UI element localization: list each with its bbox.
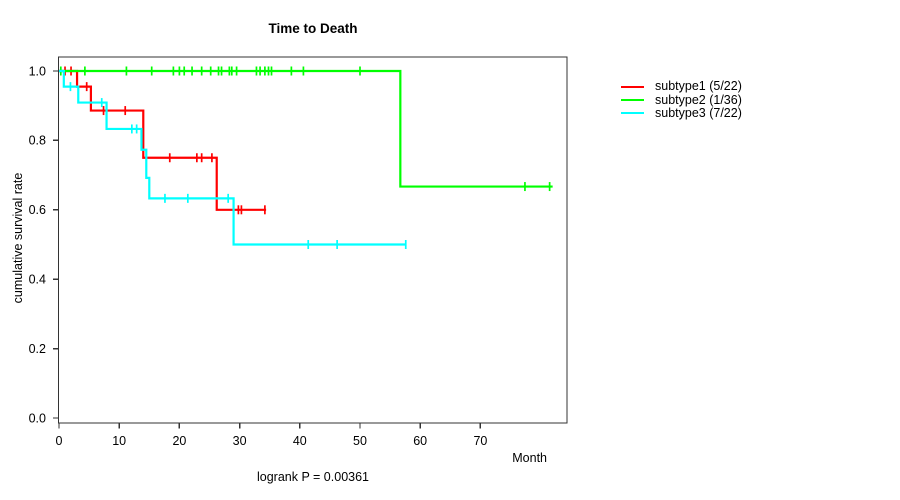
y-tick-label: 1.0	[29, 64, 46, 78]
survival-line-subtype1	[59, 69, 267, 211]
y-axis-title: cumulative survival rate	[11, 172, 25, 304]
y-tick-label: 0.0	[29, 411, 46, 425]
y-axis: 0.0 0.2 0.4 0.6 0.8 1.0	[29, 64, 59, 425]
y-tick-label: 0.6	[29, 203, 46, 217]
y-tick-label: 0.2	[29, 342, 46, 356]
km-curve-subtype3	[59, 69, 407, 249]
censor-ticks-subtype2	[59, 66, 551, 192]
plot-border	[57, 56, 568, 424]
legend-item-subtype2: subtype2 (1/36)	[621, 93, 742, 106]
x-tick-label: 10	[112, 434, 126, 448]
legend-label-subtype2: subtype2 (1/36)	[655, 92, 742, 107]
x-tick-label: 50	[353, 434, 367, 448]
legend-line-swatch-subtype3	[621, 112, 644, 115]
logrank-p-note: logrank P = 0.00361	[256, 470, 369, 484]
km-curve-subtype1	[59, 66, 267, 215]
legend: subtype1 (5/22) subtype2 (1/36) subtype3…	[621, 80, 742, 120]
censor-ticks-subtype3	[69, 82, 407, 249]
y-tick-label: 0.4	[29, 273, 46, 287]
chart-title: Time to Death	[268, 21, 358, 36]
censor-ticks-subtype1	[64, 66, 266, 215]
x-tick-label: 40	[293, 434, 307, 448]
legend-line-swatch-subtype2	[621, 99, 644, 102]
x-tick-label: 60	[413, 434, 427, 448]
legend-item-subtype3: subtype3 (7/22)	[621, 105, 742, 120]
km-curve-subtype2	[59, 66, 553, 192]
legend-label-subtype1: subtype1 (5/22)	[655, 79, 742, 94]
legend-line-swatch-subtype1	[621, 85, 644, 88]
x-axis-title: Month	[512, 451, 547, 465]
x-tick-label: 30	[233, 434, 247, 448]
legend-item-subtype1: subtype1 (5/22)	[621, 80, 742, 93]
x-tick-label: 70	[473, 434, 487, 448]
x-tick-label: 0	[56, 434, 63, 448]
legend-label-subtype3: subtype3 (7/22)	[655, 105, 742, 120]
x-tick-label: 20	[172, 434, 186, 448]
survival-line-subtype3	[59, 69, 406, 246]
x-axis: 0 10 20 30 40 50 60 70	[56, 423, 487, 448]
y-tick-label: 0.8	[29, 134, 46, 148]
